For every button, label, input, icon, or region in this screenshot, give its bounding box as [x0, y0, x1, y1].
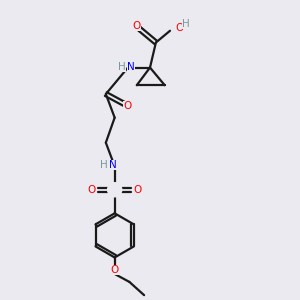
- Text: O: O: [175, 23, 183, 33]
- Text: S: S: [111, 183, 119, 196]
- Text: N: N: [127, 62, 135, 72]
- Text: O: O: [123, 101, 131, 111]
- Text: H: H: [100, 160, 108, 170]
- Text: N: N: [109, 160, 117, 170]
- Text: H: H: [182, 19, 190, 29]
- Text: O: O: [88, 185, 96, 195]
- Text: O: O: [133, 21, 141, 31]
- Text: O: O: [133, 185, 142, 195]
- Circle shape: [108, 183, 122, 197]
- Text: O: O: [110, 265, 119, 275]
- Text: H: H: [118, 62, 126, 72]
